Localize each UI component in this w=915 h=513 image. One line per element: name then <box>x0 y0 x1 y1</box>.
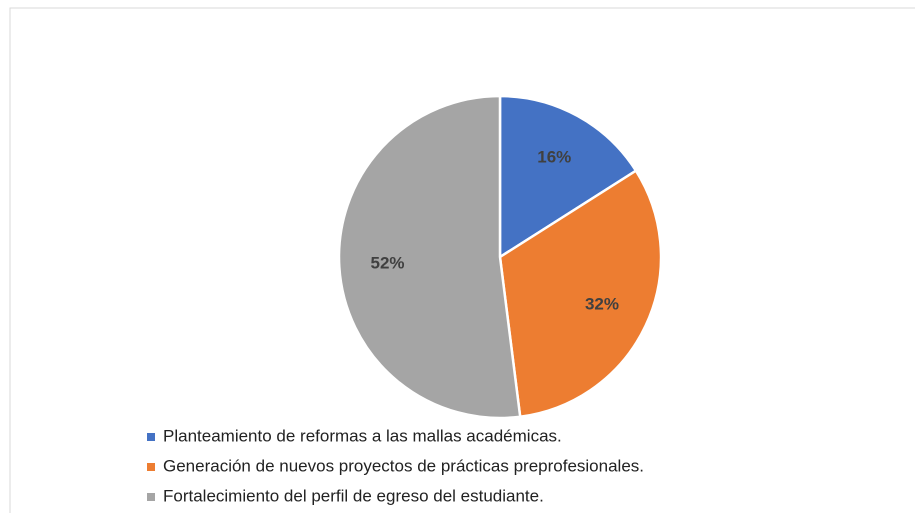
legend-label: Planteamiento de reformas a las mallas a… <box>163 426 562 445</box>
data-label: 32% <box>585 294 619 313</box>
legend-swatch <box>147 493 155 501</box>
pie-slice <box>498 94 638 260</box>
data-label: 52% <box>371 254 405 273</box>
legend-swatch <box>147 463 155 471</box>
legend-label: Fortalecimiento del perfil de egreso del… <box>163 486 544 505</box>
pie-slice <box>337 94 522 420</box>
legend-swatch <box>147 433 155 441</box>
legend-label: Generación de nuevos proyectos de prácti… <box>163 456 644 475</box>
pie-slice <box>498 169 663 419</box>
data-label: 16% <box>537 148 571 167</box>
